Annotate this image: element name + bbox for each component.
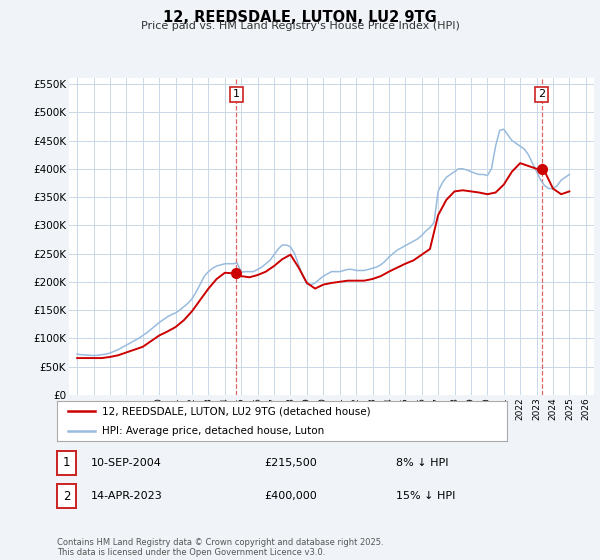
Text: £400,000: £400,000 bbox=[264, 492, 317, 501]
Text: 2: 2 bbox=[63, 490, 70, 503]
Text: 12, REEDSDALE, LUTON, LU2 9TG: 12, REEDSDALE, LUTON, LU2 9TG bbox=[163, 10, 437, 25]
Text: HPI: Average price, detached house, Luton: HPI: Average price, detached house, Luto… bbox=[102, 426, 324, 436]
Text: 10-SEP-2004: 10-SEP-2004 bbox=[91, 458, 162, 468]
Text: 14-APR-2023: 14-APR-2023 bbox=[91, 492, 163, 501]
Text: 15% ↓ HPI: 15% ↓ HPI bbox=[396, 492, 455, 501]
Text: £215,500: £215,500 bbox=[264, 458, 317, 468]
Text: 8% ↓ HPI: 8% ↓ HPI bbox=[396, 458, 449, 468]
Text: 1: 1 bbox=[63, 456, 70, 469]
Text: Price paid vs. HM Land Registry's House Price Index (HPI): Price paid vs. HM Land Registry's House … bbox=[140, 21, 460, 31]
Text: 12, REEDSDALE, LUTON, LU2 9TG (detached house): 12, REEDSDALE, LUTON, LU2 9TG (detached … bbox=[102, 407, 371, 417]
Text: 1: 1 bbox=[233, 90, 240, 100]
Text: Contains HM Land Registry data © Crown copyright and database right 2025.
This d: Contains HM Land Registry data © Crown c… bbox=[57, 538, 383, 557]
Text: 2: 2 bbox=[538, 90, 545, 100]
